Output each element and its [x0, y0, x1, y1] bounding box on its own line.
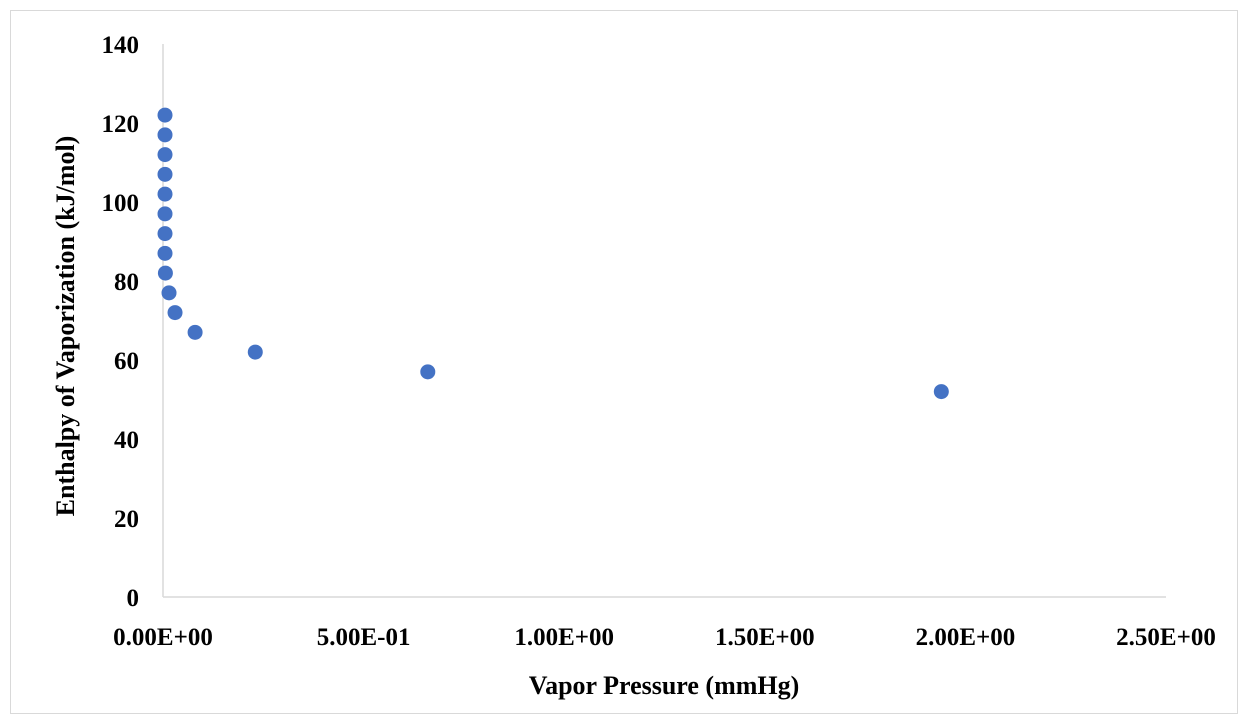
data-point [157, 206, 173, 222]
y-tick-label: 0 [127, 585, 140, 612]
x-axis-ticks: 0.00E+00 5.00E-01 1.00E+00 1.50E+00 2.00E+00… [113, 624, 1216, 651]
data-point [161, 285, 177, 301]
data-point [157, 107, 173, 123]
data-point [157, 147, 173, 163]
x-tick-label: 2.00E+00 [916, 624, 1016, 651]
data-point [157, 186, 173, 202]
y-axis-ticks: 0 20 40 60 80 100 120 140 [102, 32, 140, 612]
data-point [187, 324, 203, 340]
data-point [167, 305, 183, 321]
y-tick-label: 120 [102, 111, 140, 138]
data-point [157, 226, 173, 242]
y-tick-label: 80 [114, 269, 139, 296]
data-point [420, 364, 436, 380]
y-axis-title: Enthalpy of Vaporization (kJ/mol) [51, 136, 80, 517]
y-tick-label: 140 [102, 32, 140, 59]
x-tick-label: 5.00E-01 [317, 624, 411, 651]
x-tick-label: 2.50E+00 [1116, 624, 1216, 651]
y-tick-label: 20 [114, 506, 139, 533]
data-point [157, 245, 173, 261]
data-point [247, 344, 263, 360]
data-point [157, 166, 173, 182]
x-tick-label: 1.50E+00 [715, 624, 815, 651]
data-point [933, 384, 949, 400]
data-points [157, 107, 949, 400]
data-point [157, 265, 173, 281]
y-tick-label: 40 [114, 427, 139, 454]
x-tick-label: 0.00E+00 [113, 624, 213, 651]
x-tick-label: 1.00E+00 [514, 624, 614, 651]
y-tick-label: 100 [102, 190, 140, 217]
y-tick-label: 60 [114, 348, 139, 375]
x-axis-title: Vapor Pressure (mmHg) [529, 671, 800, 700]
data-point [157, 127, 173, 143]
